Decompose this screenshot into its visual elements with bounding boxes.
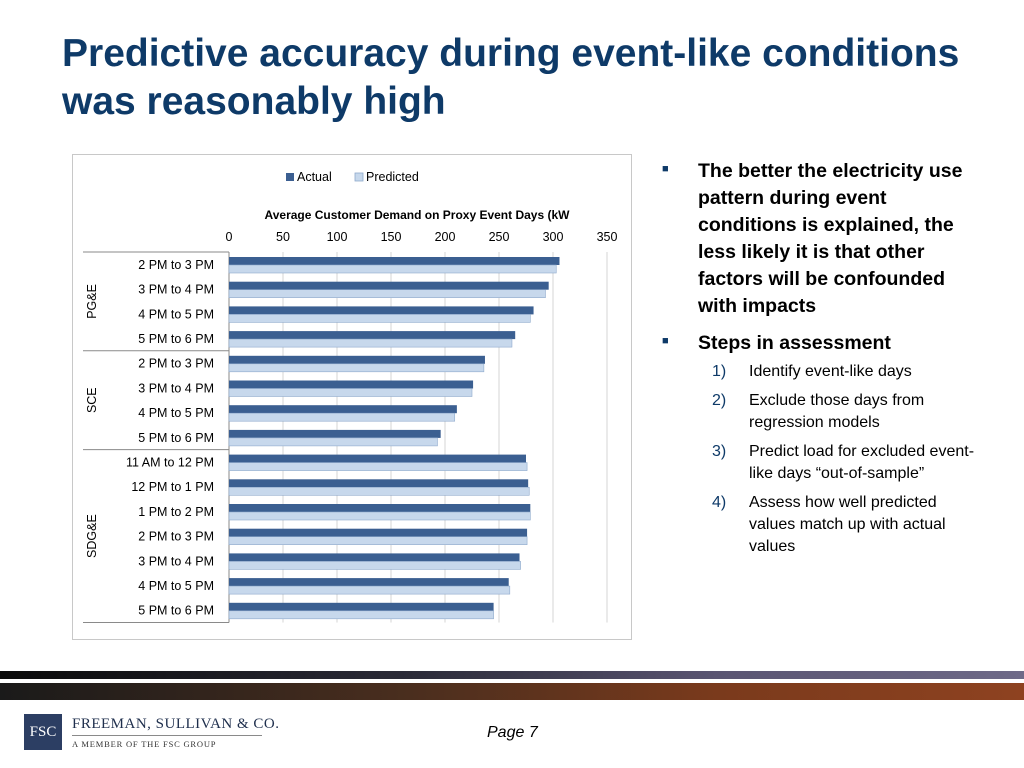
category-label-13: 4 PM to 5 PM xyxy=(138,579,214,593)
bar-actual-6 xyxy=(229,405,457,414)
category-label-3: 5 PM to 6 PM xyxy=(138,332,214,346)
bar-actual-4 xyxy=(229,355,485,364)
bar-predicted-13 xyxy=(228,585,511,595)
bar-actual-14 xyxy=(229,602,494,611)
bullet-list: ■ The better the electricity use pattern… xyxy=(662,158,982,568)
bullet-item: ■ The better the electricity use pattern… xyxy=(662,158,982,320)
bar-predicted-2 xyxy=(228,314,531,323)
step-number: 1) xyxy=(712,363,727,380)
logo-company-name: FREEMAN, SULLIVAN & CO. xyxy=(72,716,280,732)
bar-predicted-3 xyxy=(228,338,513,348)
category-label-14: 5 PM to 6 PM xyxy=(138,604,214,618)
bar-predicted-8 xyxy=(228,462,528,471)
group-label-0: PG&E xyxy=(85,284,99,319)
bar-actual-7 xyxy=(229,429,441,438)
bar-predicted-1 xyxy=(228,289,546,298)
bar-actual-13 xyxy=(229,578,509,587)
legend-label-predicted: Predicted xyxy=(366,170,419,184)
bar-predicted-4 xyxy=(228,363,485,373)
x-tick-label-50: 50 xyxy=(276,230,290,244)
step-text: Assess how well predicted values match u… xyxy=(749,494,946,555)
category-label-4: 2 PM to 3 PM xyxy=(138,357,214,371)
page-number: Page 7 xyxy=(487,724,538,741)
step-item: 3) Predict load for excluded event-like … xyxy=(698,441,982,485)
group-label-1: SCE xyxy=(85,387,99,413)
bar-predicted-5 xyxy=(228,388,473,397)
category-label-5: 3 PM to 4 PM xyxy=(138,381,214,395)
logo-divider xyxy=(72,735,262,736)
step-text: Exclude those days from regression model… xyxy=(749,392,925,431)
step-number: 3) xyxy=(712,443,727,460)
square-bullet-icon: ■ xyxy=(662,163,669,175)
step-item: 2) Exclude those days from regression mo… xyxy=(698,390,982,434)
bar-actual-11 xyxy=(229,528,528,537)
step-text: Predict load for excluded event-like day… xyxy=(749,443,975,482)
bar-predicted-11 xyxy=(228,536,528,546)
x-tick-label-300: 300 xyxy=(543,230,564,244)
x-tick-label-250: 250 xyxy=(489,230,510,244)
bar-predicted-10 xyxy=(228,511,531,521)
step-item: 4) Assess how well predicted values matc… xyxy=(698,492,982,558)
bar-actual-0 xyxy=(229,257,560,265)
bar-predicted-14 xyxy=(228,610,494,620)
chart-frame: Actual Predicted Average Customer Demand o… xyxy=(72,154,632,640)
bar-predicted-0 xyxy=(228,264,557,274)
bar-actual-1 xyxy=(229,281,549,290)
slide-title: Predictive accuracy during event-like co… xyxy=(62,32,960,123)
bar-predicted-9 xyxy=(228,486,530,496)
logo-mark: FSC xyxy=(24,714,62,750)
category-label-7: 5 PM to 6 PM xyxy=(138,431,214,445)
square-bullet-icon: ■ xyxy=(662,335,669,347)
x-tick-label-200: 200 xyxy=(435,230,456,244)
bar-actual-12 xyxy=(229,553,520,562)
category-label-10: 1 PM to 2 PM xyxy=(138,505,214,519)
bar-predicted-7 xyxy=(228,437,438,447)
category-label-12: 3 PM to 4 PM xyxy=(138,554,214,568)
bar-actual-10 xyxy=(229,504,531,512)
company-logo: FSC FREEMAN, SULLIVAN & CO. A MEMBER OF … xyxy=(24,714,284,754)
step-item: 1) Identify event-like days xyxy=(698,361,982,383)
x-tick-label-350: 350 xyxy=(597,230,618,244)
legend-label-actual: Actual xyxy=(297,170,332,184)
bar-actual-5 xyxy=(229,380,474,389)
bullet-text: Steps in assessment xyxy=(698,332,891,354)
bar-actual-2 xyxy=(229,306,534,315)
category-label-11: 2 PM to 3 PM xyxy=(138,530,214,544)
bar-actual-8 xyxy=(229,454,526,463)
bar-predicted-6 xyxy=(228,412,456,422)
footer-band-bottom xyxy=(0,683,1024,700)
step-number: 2) xyxy=(712,392,727,409)
footer-band-gap xyxy=(0,679,1024,683)
step-text: Identify event-like days xyxy=(749,363,912,380)
category-label-2: 4 PM to 5 PM xyxy=(138,307,214,321)
steps-list: 1) Identify event-like days 2) Exclude t… xyxy=(698,361,982,558)
category-label-0: 2 PM to 3 PM xyxy=(138,258,214,272)
bullet-item: ■ Steps in assessment 1) Identify event-… xyxy=(662,330,982,558)
step-number: 4) xyxy=(712,494,727,511)
x-tick-label-100: 100 xyxy=(327,230,348,244)
group-label-2: SDG&E xyxy=(85,514,99,558)
bar-chart: Actual Predicted Average Customer Demand o… xyxy=(83,170,618,623)
category-label-6: 4 PM to 5 PM xyxy=(138,406,214,420)
bullet-text: The better the electricity use pattern d… xyxy=(698,160,963,317)
legend-swatch-predicted xyxy=(354,172,364,182)
bar-actual-9 xyxy=(229,479,529,488)
legend-swatch-actual xyxy=(286,173,294,181)
category-label-8: 11 AM to 12 PM xyxy=(126,455,214,469)
x-tick-label-0: 0 xyxy=(226,230,233,244)
bar-actual-3 xyxy=(229,331,516,340)
bar-predicted-12 xyxy=(228,561,521,570)
x-tick-label-150: 150 xyxy=(381,230,402,244)
logo-tagline: A MEMBER OF THE FSC GROUP xyxy=(72,739,217,749)
footer-band-top xyxy=(0,671,1024,679)
chart-title: Average Customer Demand on Proxy Event D… xyxy=(265,208,571,222)
category-label-1: 3 PM to 4 PM xyxy=(138,283,214,297)
category-label-9: 12 PM to 1 PM xyxy=(131,480,214,494)
